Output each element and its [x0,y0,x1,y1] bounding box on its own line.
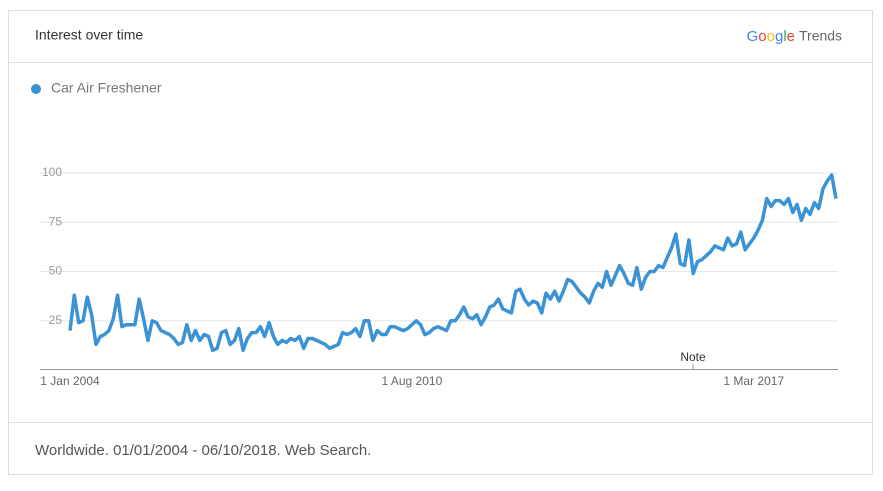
x-tick-label: 1 Aug 2010 [382,374,443,388]
y-tick-label: 100 [42,165,62,179]
brand-logo: Google [747,28,795,45]
x-tick-label: 1 Mar 2017 [723,374,784,388]
chart-title: Interest over time [35,27,143,43]
series-line [68,173,838,353]
caption: Worldwide. 01/01/2004 - 06/10/2018. Web … [35,442,371,459]
annotation: Note [680,350,706,364]
legend-marker [31,84,41,94]
y-tick-label: 25 [49,313,63,327]
y-tick-label: 75 [49,214,63,228]
x-tick-label: 1 Jan 2004 [40,374,100,388]
brand-product: Trends [799,28,842,44]
y-tick-label: 50 [49,264,63,278]
legend-label: Car Air Freshener [51,80,162,96]
